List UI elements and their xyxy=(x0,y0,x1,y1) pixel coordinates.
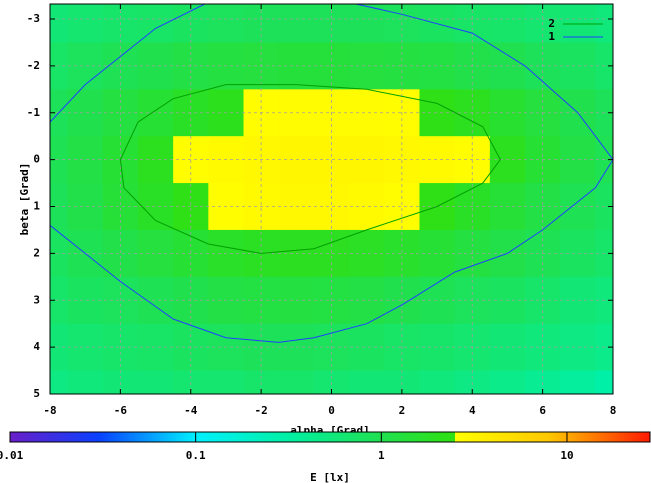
overlay xyxy=(50,4,613,394)
heat-cell xyxy=(137,183,174,231)
heat-cell xyxy=(67,323,104,372)
heat-cell xyxy=(137,276,174,325)
colorbar-tick-label: 1 xyxy=(378,449,385,462)
contour-line xyxy=(119,84,501,254)
x-tick-label: 2 xyxy=(399,404,406,417)
heat-cell xyxy=(50,136,69,184)
heat-cell xyxy=(489,370,526,394)
heat-cell xyxy=(137,229,174,278)
x-tick-label: -8 xyxy=(43,404,56,417)
heat-cell xyxy=(419,42,456,90)
heat-cell xyxy=(419,370,456,394)
heat-cell xyxy=(137,136,174,184)
heat-cell xyxy=(278,4,315,43)
heat-cell xyxy=(50,42,69,90)
heat-cell xyxy=(50,323,69,372)
y-tick-label: 0 xyxy=(33,153,40,166)
y-tick-label: 4 xyxy=(33,340,40,353)
heat-cell xyxy=(419,229,456,278)
y-tick-label: 5 xyxy=(33,387,40,400)
x-tick-label: 8 xyxy=(610,404,617,417)
heat-cell xyxy=(419,136,456,184)
heat-cell xyxy=(349,229,385,278)
heat-cell xyxy=(137,4,174,43)
heat-cell xyxy=(67,136,104,184)
heat-cell xyxy=(208,4,245,43)
heat-cell xyxy=(137,370,174,394)
x-tick-label: 4 xyxy=(469,404,476,417)
heat-cell xyxy=(349,136,385,184)
heat-cell xyxy=(349,183,385,231)
heat-cell xyxy=(349,4,385,43)
heat-cell xyxy=(50,183,69,231)
x-tick-label: -2 xyxy=(255,404,268,417)
contour-line xyxy=(50,4,613,343)
x-tick-label: 6 xyxy=(539,404,546,417)
heat-cell xyxy=(419,276,456,325)
legend-label: 2 xyxy=(548,17,555,30)
heat-cell xyxy=(419,4,456,43)
y-tick-label: -2 xyxy=(27,59,40,72)
heat-cell xyxy=(50,370,69,394)
heat-cell xyxy=(50,276,69,325)
colorbar-label: E [lx] xyxy=(310,471,350,483)
heat-cell xyxy=(419,89,456,137)
y-tick-label: -3 xyxy=(27,12,40,25)
heat-cell xyxy=(595,370,613,394)
heat-cell xyxy=(50,229,69,278)
heat-cell xyxy=(67,4,104,43)
colorbar-tick-label: 10 xyxy=(560,449,573,462)
heat-cell xyxy=(208,370,245,394)
heat-cell xyxy=(278,370,315,394)
legend-label: 1 xyxy=(548,30,555,43)
heat-cell xyxy=(137,89,174,137)
heat-cell xyxy=(67,42,104,90)
y-tick-label: 3 xyxy=(33,293,40,306)
heat-cell xyxy=(349,370,385,394)
heat-cell xyxy=(595,4,613,43)
heat-cell xyxy=(560,4,596,43)
x-tick-label: 0 xyxy=(328,404,335,417)
heat-cell xyxy=(419,323,456,372)
heat-cell xyxy=(349,42,385,90)
heat-cell xyxy=(67,370,104,394)
heat-cell xyxy=(349,276,385,325)
heat-cell xyxy=(560,370,596,394)
heat-cell xyxy=(67,183,104,231)
colorbar-tick-label: 0.1 xyxy=(186,449,206,462)
heat-cell xyxy=(137,42,174,90)
y-tick-label: 1 xyxy=(33,200,40,213)
heat-cell xyxy=(67,276,104,325)
colorbar-tick-label: 0.01 xyxy=(0,449,24,462)
y-tick-label: 2 xyxy=(33,246,40,259)
heat-cell xyxy=(489,4,526,43)
heat-cell xyxy=(67,89,104,137)
heat-cell xyxy=(349,323,385,372)
heat-cell xyxy=(50,4,69,43)
x-tick-label: -6 xyxy=(114,404,128,417)
x-tick-label: -4 xyxy=(184,404,198,417)
heat-cell xyxy=(137,323,174,372)
colorbar xyxy=(9,431,651,443)
y-axis-label: beta [Grad] xyxy=(18,163,31,236)
y-tick-label: -1 xyxy=(27,106,41,119)
heat-cell xyxy=(349,89,385,137)
